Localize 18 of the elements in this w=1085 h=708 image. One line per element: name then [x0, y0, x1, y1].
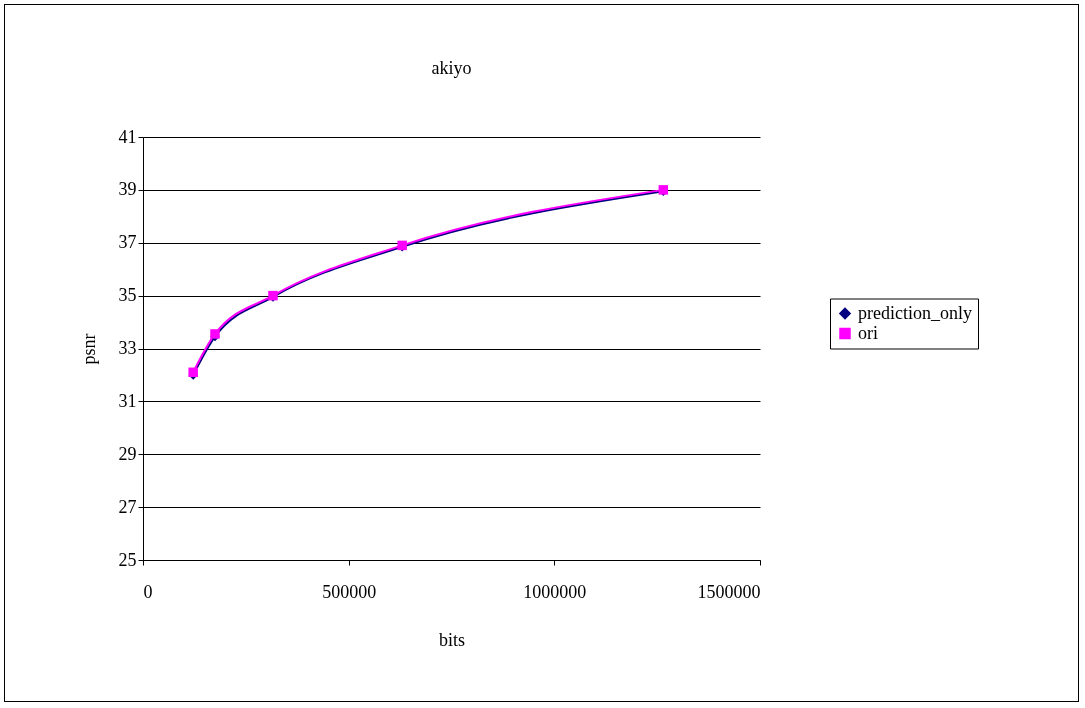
y-tick-label: 33 [118, 338, 137, 358]
x-tick-label: 0 [143, 581, 153, 602]
y-tick-label: 41 [118, 126, 137, 147]
y-tick-label: 31 [118, 390, 137, 411]
legend-label: ori [858, 322, 878, 343]
x-tick-label: 500000 [322, 581, 377, 602]
y-tick-label: 25 [118, 549, 137, 570]
chart-title: akiyo [431, 58, 472, 78]
legend-label: prediction_only [858, 302, 972, 323]
x-tick-label: 1000000 [523, 581, 587, 602]
y-tick-label: 27 [118, 496, 137, 517]
y-tick-label: 37 [118, 232, 137, 253]
x-axis-title: bits [438, 629, 466, 650]
x-tick-label: 1500000 [697, 581, 761, 602]
y-tick-label: 29 [118, 443, 137, 464]
y-axis-title: psnr [78, 333, 99, 365]
y-tick-label: 35 [118, 285, 137, 306]
y-tick-label: 39 [118, 179, 137, 200]
